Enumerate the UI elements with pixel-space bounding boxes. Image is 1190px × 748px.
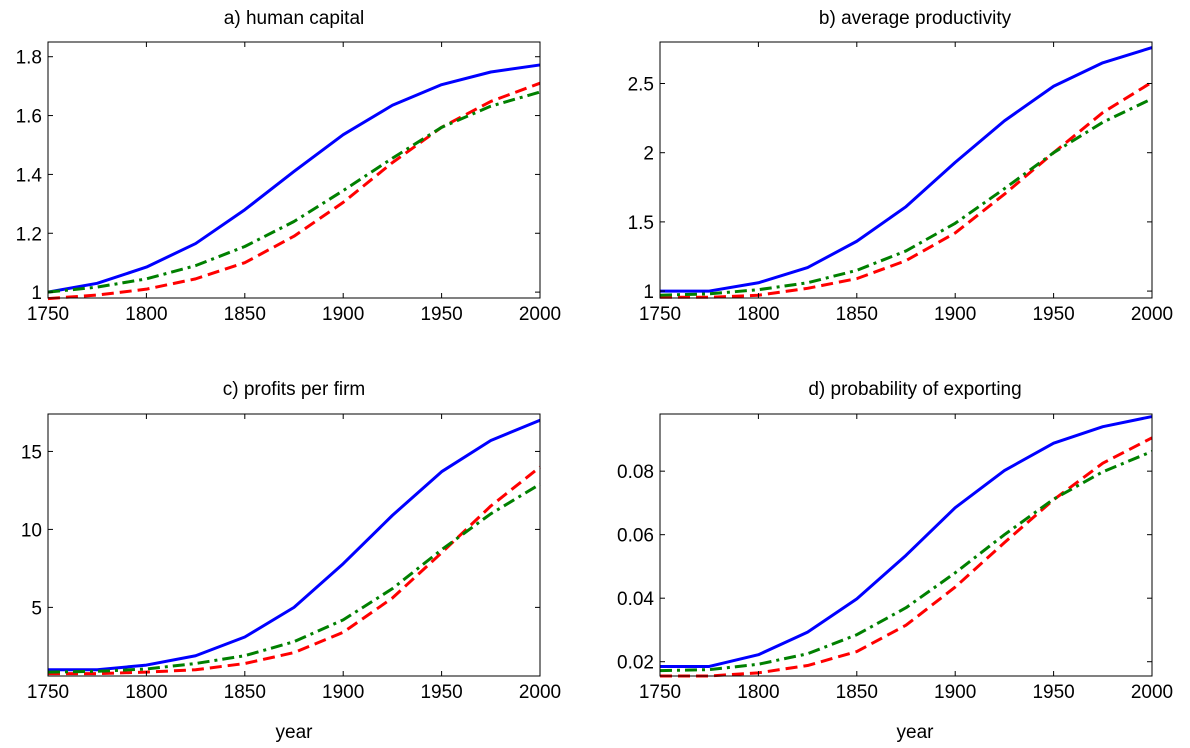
panel-title: a) human capital bbox=[224, 8, 364, 29]
x-tick-label: 1750 bbox=[639, 304, 681, 325]
x-tick-label: 1750 bbox=[27, 682, 69, 703]
y-tick-label: 2 bbox=[643, 144, 654, 165]
plot-frame bbox=[47, 413, 541, 677]
y-tick-label: 1.2 bbox=[16, 224, 42, 245]
x-tick-label: 1850 bbox=[836, 682, 878, 703]
x-tick-label: 1850 bbox=[224, 304, 266, 325]
x-tick-label: 1800 bbox=[737, 682, 779, 703]
series-line-dashdot bbox=[659, 450, 1153, 673]
x-tick-label: 1900 bbox=[322, 682, 364, 703]
x-tick-label: 1950 bbox=[1032, 682, 1074, 703]
x-tick-label: 1850 bbox=[224, 682, 266, 703]
y-tick-label: 1.4 bbox=[16, 165, 43, 186]
y-tick-label: 10 bbox=[21, 520, 42, 541]
panel-title: c) profits per firm bbox=[223, 379, 366, 400]
y-tick-label: 1 bbox=[643, 282, 654, 303]
panel-title: d) probability of exporting bbox=[808, 379, 1021, 400]
x-tick-label: 1950 bbox=[420, 304, 462, 325]
series-line-dashed bbox=[660, 436, 1153, 678]
series-line-dashdot bbox=[47, 482, 541, 674]
y-tick-label: 0.02 bbox=[617, 653, 654, 674]
series-line-dashed bbox=[660, 80, 1153, 299]
x-tick-label: 1750 bbox=[639, 682, 681, 703]
y-tick-label: 0.04 bbox=[617, 589, 654, 610]
series-line-solid bbox=[660, 46, 1153, 293]
panel-average-productivity: b) average productivity 1750 1800 1850 1900… bbox=[628, 8, 1174, 325]
series-line-solid bbox=[660, 415, 1153, 668]
series-line-dashdot bbox=[47, 90, 541, 294]
y-tick-label: 1 bbox=[31, 283, 42, 304]
y-tick-label: 1.8 bbox=[16, 48, 42, 69]
x-tick-label: 1950 bbox=[1032, 304, 1074, 325]
plot-frame bbox=[659, 413, 1153, 677]
y-tick-label: 0.08 bbox=[617, 462, 654, 483]
panel-title: b) average productivity bbox=[819, 8, 1012, 29]
x-tick-label: 2000 bbox=[519, 682, 561, 703]
x-tick-label: 2000 bbox=[519, 304, 561, 325]
y-tick-label: 5 bbox=[31, 598, 42, 619]
y-tick-label: 1.6 bbox=[16, 107, 42, 128]
x-tick-label: 1750 bbox=[27, 304, 69, 325]
x-axis-label: year bbox=[897, 722, 935, 743]
x-tick-label: 1800 bbox=[125, 682, 167, 703]
x-tick-label: 2000 bbox=[1131, 682, 1173, 703]
plot-frame bbox=[659, 41, 1153, 299]
panel-human-capital: a) human capital 1750 1800 1850 1900 1950 200… bbox=[16, 8, 562, 325]
panel-probability-of-exporting: d) probability of exporting year 1750 180… bbox=[617, 379, 1173, 743]
y-tick-label: 0.06 bbox=[617, 526, 654, 547]
series-line-solid bbox=[48, 418, 541, 672]
plot-frame bbox=[47, 41, 541, 299]
series-line-dashed bbox=[48, 465, 541, 676]
x-tick-label: 1900 bbox=[934, 304, 976, 325]
x-axis-label: year bbox=[276, 722, 314, 743]
x-tick-label: 2000 bbox=[1131, 304, 1173, 325]
x-tick-label: 1800 bbox=[737, 304, 779, 325]
x-tick-label: 1800 bbox=[125, 304, 167, 325]
series-line-dashdot bbox=[659, 97, 1153, 297]
y-tick-label: 2.5 bbox=[628, 75, 654, 96]
y-tick-label: 1.5 bbox=[628, 213, 654, 234]
series-line-solid bbox=[47, 63, 541, 294]
x-tick-label: 1900 bbox=[322, 304, 364, 325]
x-tick-label: 1950 bbox=[420, 682, 462, 703]
x-tick-label: 1850 bbox=[836, 304, 878, 325]
panel-profits-per-firm: c) profits per firm year 1750 1800 1850 190… bbox=[21, 379, 561, 743]
x-tick-label: 1900 bbox=[934, 682, 976, 703]
y-tick-label: 15 bbox=[21, 442, 42, 463]
